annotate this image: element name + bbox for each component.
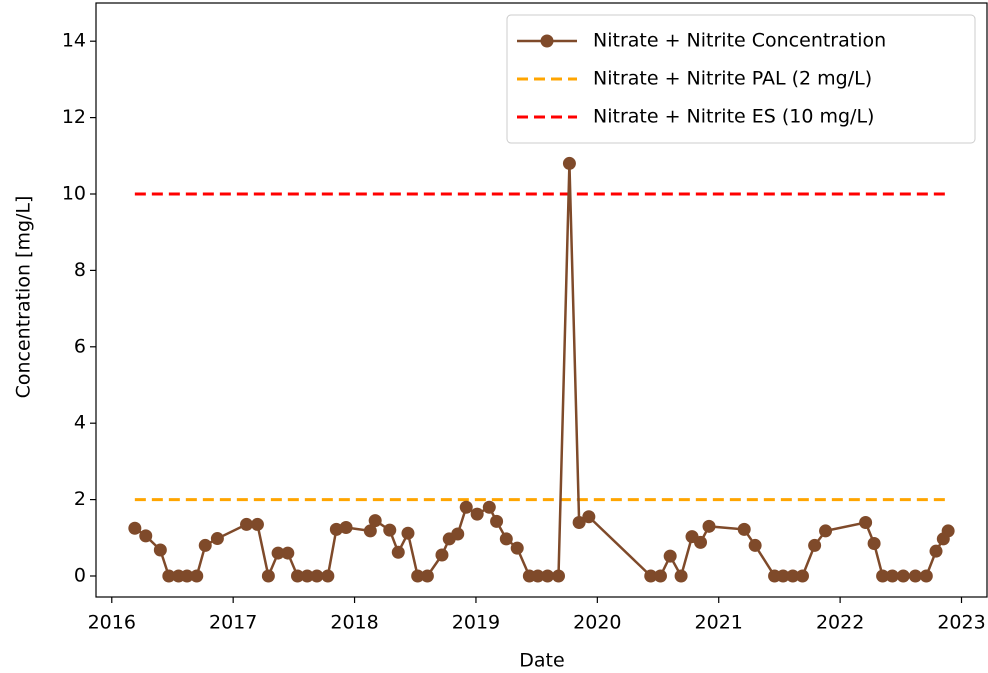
data-point [748,538,762,552]
data-point [562,156,576,170]
x-tick-label: 2020 [573,612,621,634]
data-point [541,569,555,583]
data-point [321,569,335,583]
legend-box [506,14,976,144]
data-point [737,522,751,536]
data-point [240,517,254,531]
data-point [363,524,377,538]
data-point [941,524,955,538]
data-point [896,569,910,583]
data-point [499,532,513,546]
data-point [383,523,397,537]
data-point [859,516,873,530]
y-tick-label: 14 [62,30,86,52]
x-tick-label: 2021 [695,612,743,634]
x-tick-label: 2016 [88,612,136,634]
y-tick-label: 8 [74,259,86,281]
data-point [162,569,176,583]
data-point [391,545,405,559]
x-tick-label: 2022 [816,612,864,634]
data-point [271,546,285,560]
data-point [401,526,415,540]
data-point [582,510,596,524]
data-point [572,516,586,530]
data-point [180,569,194,583]
y-tick-label: 12 [62,106,86,128]
data-point [929,544,943,558]
data-point [531,569,545,583]
data-point [261,569,275,583]
data-point [198,538,212,552]
data-point [339,520,353,534]
data-point [329,522,343,536]
legend-marker [540,34,554,48]
data-point [885,569,899,583]
data-point [310,569,324,583]
y-tick-label: 0 [74,564,86,586]
data-point [210,532,224,546]
data-point [795,569,809,583]
data-point [482,500,496,514]
data-point [139,529,153,543]
legend-label: Nitrate + Nitrite Concentration [593,30,886,52]
data-point [250,517,264,531]
y-tick-label: 2 [74,488,86,510]
y-tick-label: 4 [74,412,86,434]
data-point [190,569,204,583]
data-point [510,541,524,555]
data-point [435,548,449,562]
data-point [291,569,305,583]
data-point [867,537,881,551]
data-point [702,519,716,533]
data-point [674,569,688,583]
x-tick-label: 2018 [330,612,378,634]
data-point [808,538,822,552]
y-axis-label: Concentration [mg/L] [13,196,35,399]
x-tick-label: 2019 [452,612,500,634]
data-point [153,543,167,557]
x-axis-label: Date [519,650,564,672]
legend-label: Nitrate + Nitrite PAL (2 mg/L) [593,68,872,90]
y-tick-label: 6 [74,335,86,357]
data-point [470,507,484,521]
data-point [908,569,922,583]
data-point [411,569,425,583]
data-point [490,514,504,528]
data-point [786,569,800,583]
legend-label: Nitrate + Nitrite ES (10 mg/L) [593,106,874,128]
data-point [819,524,833,538]
plot-frame [95,2,988,598]
data-point [663,549,677,563]
x-tick-label: 2023 [937,612,985,634]
data-point [551,569,565,583]
data-point [776,569,790,583]
data-point [919,569,933,583]
data-point [694,535,708,549]
data-point [128,521,142,535]
data-point [459,500,473,514]
x-tick-label: 2017 [209,612,257,634]
data-point [876,569,890,583]
data-point [653,569,667,583]
y-tick-label: 10 [62,182,86,204]
data-point [281,546,295,560]
data-point [420,569,434,583]
data-point [300,569,314,583]
data-point [368,514,382,528]
data-point [644,569,658,583]
data-point [451,527,465,541]
data-line [134,163,950,581]
